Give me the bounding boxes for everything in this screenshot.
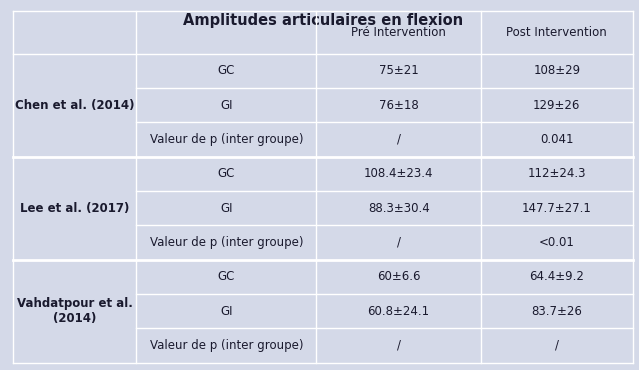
Text: Vahdatpour et al.
(2014): Vahdatpour et al. (2014) xyxy=(17,297,132,325)
Text: Amplitudes articulaires en flexion: Amplitudes articulaires en flexion xyxy=(183,13,463,28)
Text: GI: GI xyxy=(220,99,233,112)
Text: 60±6.6: 60±6.6 xyxy=(377,270,420,283)
Text: 88.3±30.4: 88.3±30.4 xyxy=(368,202,429,215)
Text: /: / xyxy=(397,133,401,146)
Text: Valeur de p (inter groupe): Valeur de p (inter groupe) xyxy=(150,339,303,352)
Text: GC: GC xyxy=(218,167,235,180)
Text: GI: GI xyxy=(220,202,233,215)
Text: /: / xyxy=(397,339,401,352)
Text: Post Intervention: Post Intervention xyxy=(506,26,607,39)
Text: 129±26: 129±26 xyxy=(533,99,580,112)
Text: /: / xyxy=(397,236,401,249)
Text: 75±21: 75±21 xyxy=(379,64,419,77)
Text: Valeur de p (inter groupe): Valeur de p (inter groupe) xyxy=(150,133,303,146)
Text: 112±24.3: 112±24.3 xyxy=(528,167,586,180)
Text: 64.4±9.2: 64.4±9.2 xyxy=(529,270,584,283)
Text: Pré Intervention: Pré Intervention xyxy=(351,26,446,39)
Text: Chen et al. (2014): Chen et al. (2014) xyxy=(15,99,134,112)
Text: 83.7±26: 83.7±26 xyxy=(532,305,582,317)
Text: 76±18: 76±18 xyxy=(379,99,419,112)
Text: Valeur de p (inter groupe): Valeur de p (inter groupe) xyxy=(150,236,303,249)
Text: GC: GC xyxy=(218,64,235,77)
Text: GI: GI xyxy=(220,305,233,317)
Text: 108±29: 108±29 xyxy=(533,64,580,77)
Text: <0.01: <0.01 xyxy=(539,236,574,249)
Text: Lee et al. (2017): Lee et al. (2017) xyxy=(20,202,129,215)
Text: 108.4±23.4: 108.4±23.4 xyxy=(364,167,433,180)
Text: 147.7±27.1: 147.7±27.1 xyxy=(522,202,592,215)
Text: GC: GC xyxy=(218,270,235,283)
Text: 0.041: 0.041 xyxy=(540,133,574,146)
Text: /: / xyxy=(555,339,558,352)
Text: 60.8±24.1: 60.8±24.1 xyxy=(367,305,429,317)
